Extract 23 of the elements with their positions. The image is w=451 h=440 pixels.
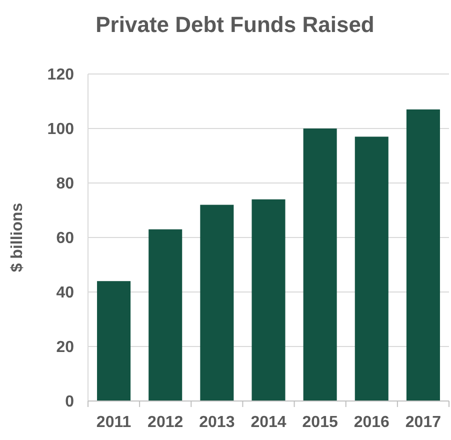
x-tick-label: 2015 bbox=[302, 414, 338, 431]
bar bbox=[354, 136, 388, 401]
y-tick-label: 0 bbox=[65, 394, 74, 411]
bar bbox=[252, 199, 286, 401]
y-tick-label: 40 bbox=[56, 284, 74, 302]
x-tick-label: 2017 bbox=[405, 414, 442, 431]
bar bbox=[303, 128, 337, 401]
x-tick-label: 2012 bbox=[148, 414, 184, 431]
x-tick-label: 2011 bbox=[96, 414, 132, 431]
chart-title: Private Debt Funds Raised bbox=[96, 12, 374, 37]
y-tick-label: 120 bbox=[47, 66, 74, 84]
y-tick-label: 100 bbox=[47, 121, 74, 138]
x-tick-label: 2014 bbox=[250, 414, 286, 431]
bar bbox=[97, 281, 131, 401]
bar bbox=[148, 229, 182, 401]
x-tick-label: 2013 bbox=[199, 414, 235, 431]
bar bbox=[406, 109, 440, 401]
y-tick-label: 60 bbox=[56, 230, 74, 248]
bar bbox=[200, 204, 234, 401]
y-tick-label: 80 bbox=[56, 176, 74, 193]
x-tick-label: 2016 bbox=[354, 414, 390, 431]
y-tick-label: 20 bbox=[56, 339, 74, 356]
y-axis-title: $ billions bbox=[9, 202, 26, 272]
